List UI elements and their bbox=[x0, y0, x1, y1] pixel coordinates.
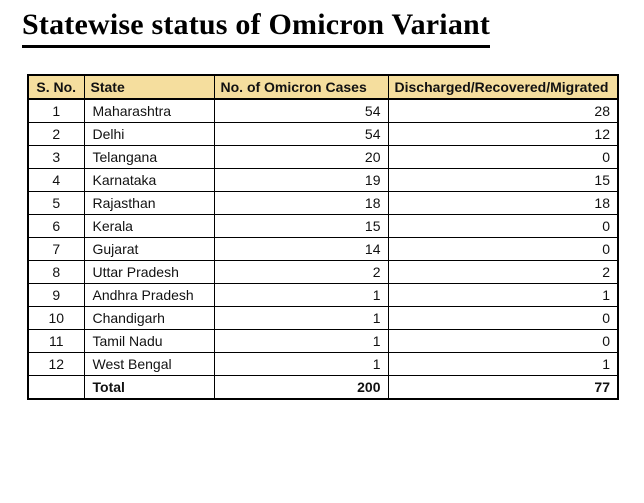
column-header-cases: No. of Omicron Cases bbox=[213, 74, 389, 100]
page-title: Statewise status of Omicron Variant bbox=[22, 8, 644, 48]
cell-sno: 9 bbox=[27, 283, 85, 307]
cell-state: Kerala bbox=[83, 214, 215, 238]
cell-discharged: 0 bbox=[387, 214, 619, 238]
cell-discharged: 12 bbox=[387, 122, 619, 146]
header-row: S. No. State No. of Omicron Cases Discha… bbox=[27, 74, 619, 100]
cell-state: Telangana bbox=[83, 145, 215, 169]
cell-discharged: 15 bbox=[387, 168, 619, 192]
cell-sno: 2 bbox=[27, 122, 85, 146]
column-header-sno: S. No. bbox=[27, 74, 85, 100]
cell-cases: 15 bbox=[213, 214, 389, 238]
table-row: 6 Kerala 15 0 bbox=[27, 214, 619, 238]
cell-cases: 20 bbox=[213, 145, 389, 169]
total-discharged-value: 77 bbox=[387, 375, 619, 400]
cell-sno: 5 bbox=[27, 191, 85, 215]
column-header-state: State bbox=[83, 74, 215, 100]
column-header-discharged: Discharged/Recovered/Migrated bbox=[387, 74, 619, 100]
cell-state: Karnataka bbox=[83, 168, 215, 192]
table-row: 4 Karnataka 19 15 bbox=[27, 168, 619, 192]
cell-cases: 1 bbox=[213, 352, 389, 376]
cell-state: Delhi bbox=[83, 122, 215, 146]
table-row: 11 Tamil Nadu 1 0 bbox=[27, 329, 619, 353]
cell-sno: 10 bbox=[27, 306, 85, 330]
cell-state: West Bengal bbox=[83, 352, 215, 376]
cell-discharged: 2 bbox=[387, 260, 619, 284]
total-row: Total 200 77 bbox=[27, 375, 619, 400]
table-row: 8 Uttar Pradesh 2 2 bbox=[27, 260, 619, 284]
cell-state: Rajasthan bbox=[83, 191, 215, 215]
cell-discharged: 0 bbox=[387, 306, 619, 330]
cell-sno: 12 bbox=[27, 352, 85, 376]
cell-sno: 8 bbox=[27, 260, 85, 284]
page-title-text: Statewise status of Omicron Variant bbox=[22, 8, 491, 48]
cell-cases: 14 bbox=[213, 237, 389, 261]
table-body: 1 Maharashtra 54 28 2 Delhi 54 12 3 Tela… bbox=[27, 98, 619, 400]
table-row: 3 Telangana 20 0 bbox=[27, 145, 619, 169]
table-header: S. No. State No. of Omicron Cases Discha… bbox=[27, 74, 619, 100]
cell-cases: 1 bbox=[213, 306, 389, 330]
cell-state: Andhra Pradesh bbox=[83, 283, 215, 307]
cell-state: Tamil Nadu bbox=[83, 329, 215, 353]
cell-discharged: 1 bbox=[387, 352, 619, 376]
cell-sno: 4 bbox=[27, 168, 85, 192]
cell-cases: 18 bbox=[213, 191, 389, 215]
cell-discharged: 18 bbox=[387, 191, 619, 215]
cell-state: Uttar Pradesh bbox=[83, 260, 215, 284]
cell-sno: 11 bbox=[27, 329, 85, 353]
table-row: 12 West Bengal 1 1 bbox=[27, 352, 619, 376]
cell-sno: 3 bbox=[27, 145, 85, 169]
cell-sno: 6 bbox=[27, 214, 85, 238]
table-row: 1 Maharashtra 54 28 bbox=[27, 98, 619, 123]
cell-cases: 54 bbox=[213, 98, 389, 123]
cell-discharged: 0 bbox=[387, 329, 619, 353]
table-row: 2 Delhi 54 12 bbox=[27, 122, 619, 146]
table-row: 7 Gujarat 14 0 bbox=[27, 237, 619, 261]
table-row: 10 Chandigarh 1 0 bbox=[27, 306, 619, 330]
table-row: 5 Rajasthan 18 18 bbox=[27, 191, 619, 215]
omicron-status-table: S. No. State No. of Omicron Cases Discha… bbox=[27, 74, 619, 400]
cell-discharged: 0 bbox=[387, 145, 619, 169]
cell-cases: 54 bbox=[213, 122, 389, 146]
cell-state: Chandigarh bbox=[83, 306, 215, 330]
cell-sno: 1 bbox=[27, 98, 85, 123]
cell-state: Gujarat bbox=[83, 237, 215, 261]
table-row: 9 Andhra Pradesh 1 1 bbox=[27, 283, 619, 307]
cell-discharged: 1 bbox=[387, 283, 619, 307]
total-cases-value: 200 bbox=[213, 375, 389, 400]
total-label: Total bbox=[83, 375, 215, 400]
cell-discharged: 0 bbox=[387, 237, 619, 261]
cell-discharged: 28 bbox=[387, 98, 619, 123]
cell-sno: 7 bbox=[27, 237, 85, 261]
cell-cases: 2 bbox=[213, 260, 389, 284]
total-empty-cell bbox=[27, 375, 85, 400]
cell-state: Maharashtra bbox=[83, 98, 215, 123]
cell-cases: 1 bbox=[213, 283, 389, 307]
cell-cases: 1 bbox=[213, 329, 389, 353]
cell-cases: 19 bbox=[213, 168, 389, 192]
